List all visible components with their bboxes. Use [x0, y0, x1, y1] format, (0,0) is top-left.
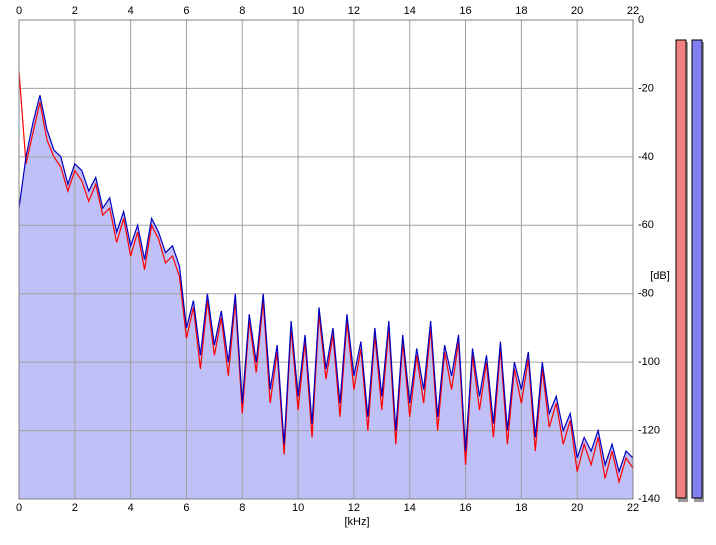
x-tick-label-top: 16	[459, 5, 471, 17]
spectrum-fill	[19, 95, 633, 500]
x-tick-label: 16	[459, 502, 471, 514]
x-tick-label: 22	[627, 502, 639, 514]
spectrum-line	[18, 71, 634, 485]
plot-frame	[18, 19, 634, 500]
x-tick-label-top: 4	[128, 5, 134, 17]
x-tick-label: 4	[128, 502, 134, 514]
x-tick-label: 2	[72, 502, 78, 514]
x-tick-label-top: 18	[515, 5, 527, 17]
y-tick-label: -100	[638, 356, 660, 368]
x-tick-label-top: 2	[72, 5, 78, 17]
x-tick-label-top: 8	[239, 5, 245, 17]
y-tick-label: -20	[638, 82, 654, 94]
x-tick-label-top: 20	[571, 5, 583, 17]
y-tick-label: -140	[638, 493, 660, 505]
y-tick-label: -80	[638, 288, 654, 300]
x-tick-label: 18	[515, 502, 527, 514]
y-tick-label: 0	[638, 14, 644, 26]
x-tick-label: 12	[348, 502, 360, 514]
x-tick-label: 6	[183, 502, 189, 514]
y-tick-label: -40	[638, 151, 654, 163]
left-meter	[675, 39, 687, 499]
x-tick-label: 8	[239, 502, 245, 514]
x-tick-label: 20	[571, 502, 583, 514]
x-axis-label: [kHz]	[344, 516, 369, 528]
spectrum-line	[18, 95, 634, 474]
right-meter	[691, 39, 703, 499]
y-tick-label: -60	[638, 219, 654, 231]
x-tick-label: 10	[292, 502, 304, 514]
y-tick-label: -120	[638, 424, 660, 436]
x-tick-label-top: 14	[404, 5, 416, 17]
x-tick-label: 0	[16, 502, 22, 514]
x-tick-label-top: 6	[183, 5, 189, 17]
x-tick-label-top: 12	[348, 5, 360, 17]
x-tick-label-top: 10	[292, 5, 304, 17]
x-tick-label: 14	[404, 502, 416, 514]
y-axis-label: [dB]	[650, 270, 670, 282]
x-tick-label-top: 22	[627, 5, 639, 17]
x-tick-label-top: 0	[16, 5, 22, 17]
